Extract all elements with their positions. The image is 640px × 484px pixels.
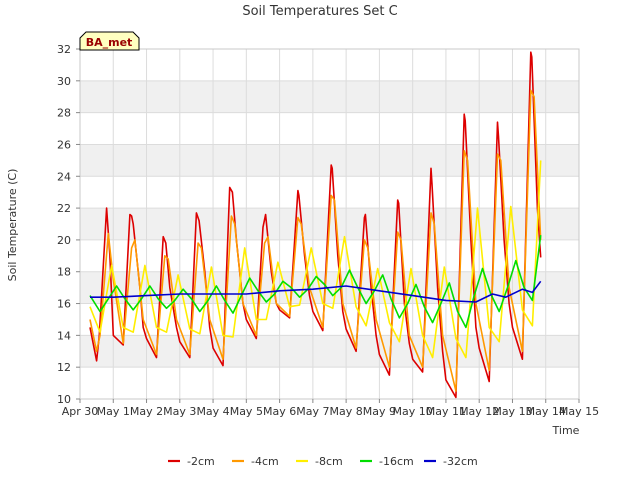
y-tick-label: 12 (57, 361, 71, 374)
x-tick-label: May 10 (393, 405, 433, 418)
plot-band (80, 144, 579, 177)
plot-band (80, 80, 579, 113)
x-tick-label: May 8 (330, 405, 363, 418)
x-tick-label: May 9 (363, 405, 396, 418)
series-line-32cm (90, 280, 542, 303)
y-tick-label: 20 (57, 234, 71, 247)
series-line-16cm (89, 234, 542, 329)
plot-band (80, 335, 579, 368)
legend-label: -4cm (251, 455, 279, 468)
x-tick-label: May 4 (196, 405, 229, 418)
x-tick-label: May 2 (130, 405, 163, 418)
station-badge: BA_met (79, 31, 140, 51)
y-tick-label: 26 (57, 138, 71, 151)
y-tick-label: 18 (57, 266, 71, 279)
legend-label: -32cm (443, 455, 478, 468)
y-tick-label: 28 (57, 107, 71, 120)
station-badge-label: BA_met (86, 36, 133, 49)
series-line-8cm (89, 160, 542, 359)
x-tick-label: May 14 (526, 405, 566, 418)
legend-label: -2cm (187, 455, 215, 468)
y-tick-label: 30 (57, 75, 71, 88)
y-axis-label: Soil Temperature (C) (6, 169, 19, 282)
x-tick-label: May 5 (230, 405, 263, 418)
x-tick-label: May 15 (559, 405, 599, 418)
legend-label: -8cm (315, 455, 343, 468)
legend-label: -16cm (379, 455, 414, 468)
plot-frame (79, 48, 580, 400)
y-tick-label: 10 (57, 393, 71, 406)
x-tick-label: May 1 (97, 405, 130, 418)
x-axis-label: Time (552, 424, 580, 437)
series-line-2cm (89, 51, 542, 399)
y-tick-label: 14 (57, 329, 71, 342)
y-tick-label: 24 (57, 170, 71, 183)
x-tick-label: May 3 (163, 405, 196, 418)
x-tick-label: May 6 (263, 405, 296, 418)
x-tick-label: May 11 (426, 405, 466, 418)
y-tick-label: 22 (57, 202, 71, 215)
x-tick-label: May 12 (459, 405, 499, 418)
x-tick-label: Apr 30 (62, 405, 99, 418)
y-tick-label: 32 (57, 43, 71, 56)
chart-title: Soil Temperatures Set C (242, 4, 397, 19)
series-lines (89, 51, 542, 399)
legend: -2cm -4cm -8cm -16cm -32cm (168, 455, 478, 468)
x-tick-label: May 13 (492, 405, 532, 418)
y-tick-label: 16 (57, 298, 71, 311)
x-tick-label: May 7 (296, 405, 329, 418)
